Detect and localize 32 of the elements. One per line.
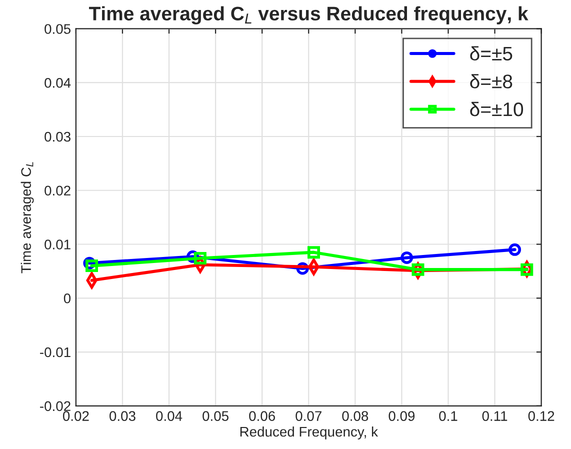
- point: [86, 260, 98, 272]
- x-tick-label: 0.05: [202, 411, 228, 421]
- legend-label: δ=±8: [470, 74, 512, 88]
- y-tick-label: 0.04: [44, 78, 71, 88]
- x-tick-label: 0.09: [388, 411, 415, 421]
- legend-label: δ=±10: [470, 102, 524, 116]
- point: [412, 263, 424, 276]
- x-tick-label: 0.08: [342, 411, 368, 421]
- point: [307, 246, 320, 259]
- x-axis-title: Reduced Frequency, k: [240, 426, 378, 440]
- point: [400, 251, 414, 264]
- y-axis-title: Time averaged C$_{L}$: [20, 162, 34, 274]
- x-tick-label: 0.07: [296, 411, 322, 421]
- y-tick-label: 0.05: [44, 24, 70, 34]
- x-tick-label: 0.02: [62, 411, 89, 421]
- y-tick-label: -0.01: [40, 347, 70, 358]
- point: [508, 243, 522, 256]
- x-tick-label: 0.11: [482, 411, 508, 421]
- y-tick-label: 0.03: [44, 132, 70, 142]
- x-tick-label: 0.03: [110, 411, 136, 421]
- x-tick-label: 0.1: [439, 411, 458, 421]
- legend-label: δ=±5: [470, 46, 512, 61]
- y-tick-label: 0: [64, 293, 71, 304]
- x-tick-label: 0.12: [528, 411, 554, 421]
- chart-title: Time averaged C$_{L}$ versus Reduced frequency, k: [89, 6, 528, 24]
- y-tick-label: -0.02: [40, 401, 70, 412]
- point: [194, 252, 206, 265]
- x-tick-label: 0.06: [249, 411, 275, 421]
- y-tick-label: 0.02: [44, 186, 70, 196]
- point: [520, 263, 534, 276]
- x-tick-label: 0.04: [156, 411, 182, 421]
- y-tick-label: 0.01: [44, 240, 70, 250]
